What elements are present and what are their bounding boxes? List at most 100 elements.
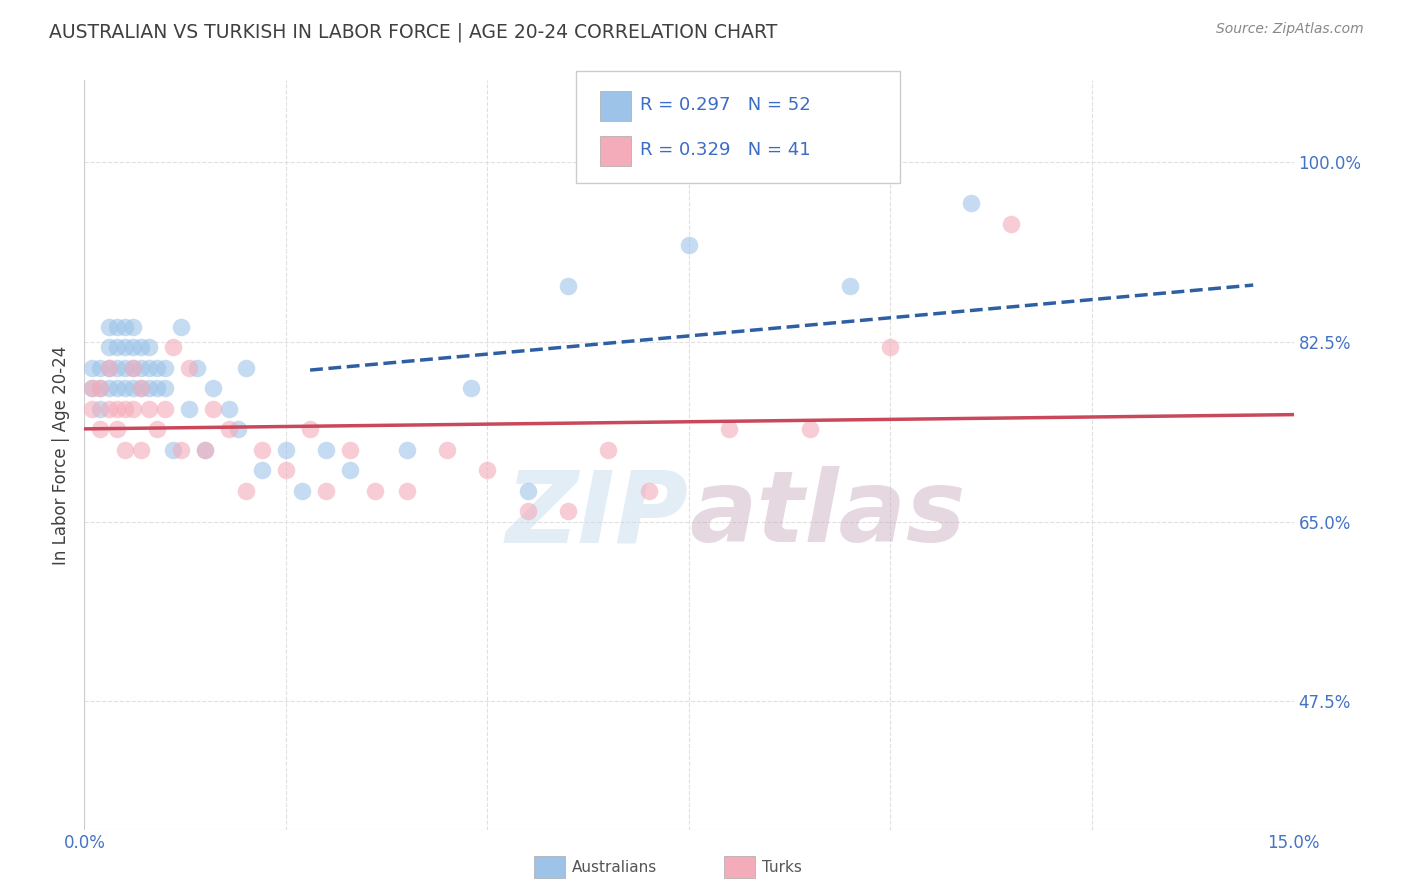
Point	[114, 360, 136, 375]
Point	[146, 381, 169, 395]
Point	[179, 360, 201, 375]
Point	[105, 381, 128, 395]
Point	[129, 360, 152, 375]
Point	[138, 340, 160, 354]
Point	[129, 442, 152, 457]
Point	[202, 401, 225, 416]
Point	[879, 340, 901, 354]
Point	[89, 381, 111, 395]
Point	[170, 319, 193, 334]
Point	[97, 319, 120, 334]
Point	[138, 381, 160, 395]
Point	[186, 360, 208, 375]
Point	[121, 360, 143, 375]
Point	[557, 504, 579, 518]
Point	[121, 360, 143, 375]
Point	[121, 381, 143, 395]
Point	[226, 422, 249, 436]
Point	[129, 340, 152, 354]
Point	[153, 381, 176, 395]
Point	[395, 483, 418, 498]
Point	[162, 442, 184, 457]
Point	[194, 442, 217, 457]
Point	[82, 381, 104, 395]
Text: AUSTRALIAN VS TURKISH IN LABOR FORCE | AGE 20-24 CORRELATION CHART: AUSTRALIAN VS TURKISH IN LABOR FORCE | A…	[49, 22, 778, 42]
Point	[436, 442, 458, 457]
Point	[516, 483, 538, 498]
Point	[89, 360, 111, 375]
Point	[170, 442, 193, 457]
Point	[153, 401, 176, 416]
Point	[460, 381, 482, 395]
Point	[114, 401, 136, 416]
Text: ZIP: ZIP	[506, 467, 689, 564]
Y-axis label: In Labor Force | Age 20-24: In Labor Force | Age 20-24	[52, 345, 70, 565]
Point	[82, 401, 104, 416]
Point	[202, 381, 225, 395]
Point	[637, 483, 659, 498]
Point	[114, 319, 136, 334]
Point	[477, 463, 499, 477]
Point	[138, 401, 160, 416]
Text: Source: ZipAtlas.com: Source: ZipAtlas.com	[1216, 22, 1364, 37]
Point	[274, 442, 297, 457]
Point	[218, 422, 240, 436]
Point	[557, 278, 579, 293]
Point	[718, 422, 741, 436]
Point	[194, 442, 217, 457]
Point	[799, 422, 821, 436]
Text: Australians: Australians	[572, 860, 658, 874]
Point	[146, 422, 169, 436]
Point	[97, 381, 120, 395]
Text: atlas: atlas	[689, 467, 966, 564]
Point	[105, 360, 128, 375]
Point	[105, 340, 128, 354]
Point	[121, 340, 143, 354]
Point	[114, 381, 136, 395]
Point	[129, 381, 152, 395]
Point	[250, 442, 273, 457]
Point	[138, 360, 160, 375]
Point	[960, 196, 983, 211]
Point	[82, 360, 104, 375]
Point	[274, 463, 297, 477]
Point	[395, 442, 418, 457]
Point	[105, 319, 128, 334]
Point	[235, 483, 257, 498]
Point	[82, 381, 104, 395]
Point	[516, 504, 538, 518]
Text: R = 0.297   N = 52: R = 0.297 N = 52	[640, 95, 810, 113]
Point	[121, 319, 143, 334]
Point	[1000, 217, 1022, 231]
Point	[153, 360, 176, 375]
Point	[97, 360, 120, 375]
Point	[105, 422, 128, 436]
Point	[250, 463, 273, 477]
Point	[299, 422, 322, 436]
Point	[97, 401, 120, 416]
Point	[363, 483, 385, 498]
Text: R = 0.329   N = 41: R = 0.329 N = 41	[640, 141, 810, 159]
Point	[89, 401, 111, 416]
Point	[89, 381, 111, 395]
Point	[97, 340, 120, 354]
Point	[218, 401, 240, 416]
Point	[315, 442, 337, 457]
Point	[179, 401, 201, 416]
Point	[129, 381, 152, 395]
Point	[114, 442, 136, 457]
Point	[114, 340, 136, 354]
Point	[89, 422, 111, 436]
Point	[291, 483, 314, 498]
Point	[315, 483, 337, 498]
Point	[678, 237, 700, 252]
Point	[235, 360, 257, 375]
Point	[97, 360, 120, 375]
Point	[162, 340, 184, 354]
Point	[146, 360, 169, 375]
Text: Turks: Turks	[762, 860, 801, 874]
Point	[598, 442, 620, 457]
Point	[339, 463, 361, 477]
Point	[121, 401, 143, 416]
Point	[105, 401, 128, 416]
